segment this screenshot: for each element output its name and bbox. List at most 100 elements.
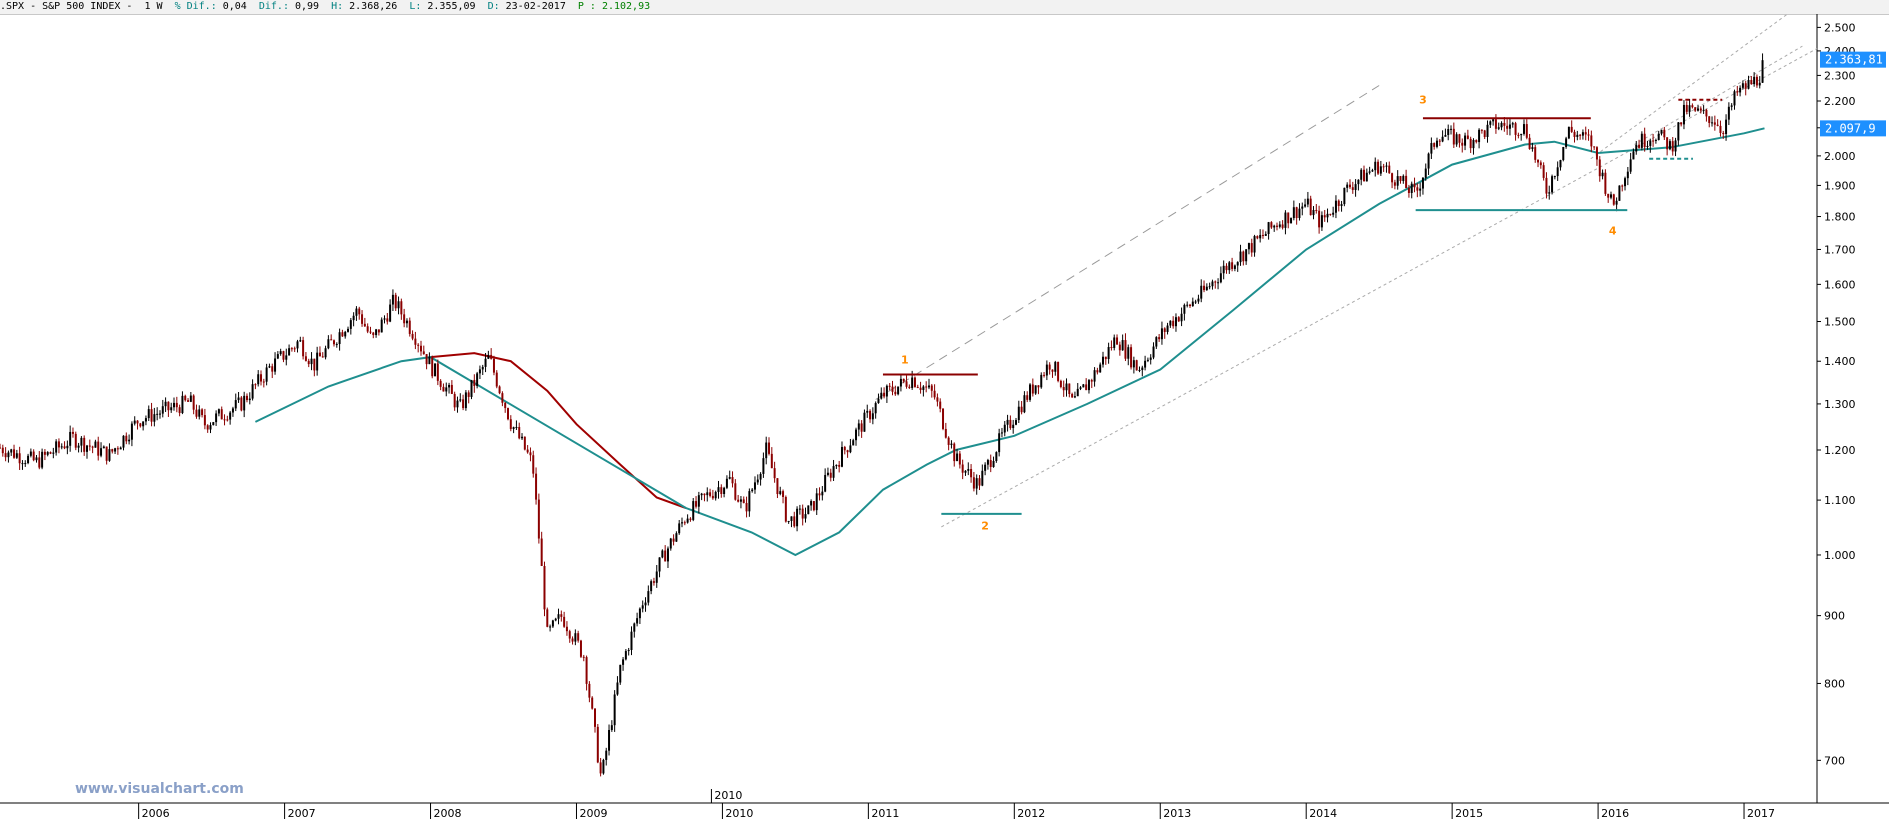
candle-body [125, 435, 128, 442]
x-tick-label: 2011 [871, 807, 899, 820]
candle-body [911, 377, 914, 388]
candle-body [942, 408, 945, 429]
candle-body [405, 320, 408, 324]
candle-body [725, 478, 728, 488]
candle-body [1374, 161, 1377, 171]
candle-body [1368, 171, 1371, 173]
candle-body [1607, 193, 1610, 198]
candle-body [445, 387, 448, 392]
candle-body [1458, 134, 1461, 143]
candle-body [178, 407, 181, 414]
candle-body [375, 329, 378, 336]
candle-body [838, 464, 841, 467]
candle-body [1284, 212, 1287, 228]
candle-body [1298, 208, 1301, 219]
candle-body [1124, 340, 1127, 359]
candle-body [29, 451, 32, 456]
candle-body [627, 649, 630, 652]
candle-body [1057, 361, 1060, 381]
candle-body [1320, 215, 1323, 228]
candle-body [518, 426, 521, 439]
candle-body [394, 294, 397, 309]
candle-body [1287, 212, 1290, 224]
candle-body [504, 402, 507, 409]
candle-body [1242, 251, 1245, 262]
candle-body [1292, 207, 1295, 219]
candle-body [1615, 200, 1618, 205]
candle-body [276, 354, 279, 359]
candle-body [933, 390, 936, 398]
candle-body [565, 626, 568, 632]
price-tag-box [1820, 120, 1886, 137]
candle-body [540, 538, 543, 567]
y-tick-label: 2.500 [1824, 21, 1856, 34]
candle-body [731, 477, 734, 484]
candle-body [981, 470, 984, 486]
candle-body [206, 425, 209, 430]
candle-body [1037, 385, 1040, 388]
candle-body [1559, 160, 1562, 168]
candle-body [521, 436, 524, 439]
candle-body [927, 385, 930, 388]
candle-body [192, 395, 195, 410]
candle-body [265, 367, 268, 382]
candle-body [1405, 175, 1408, 188]
candle-body [989, 460, 992, 467]
candle-body [630, 631, 633, 650]
candle-body [439, 380, 442, 387]
candle-body [1186, 304, 1189, 306]
candle-body [577, 633, 580, 641]
candle-body [523, 436, 526, 450]
candle-body [610, 725, 613, 730]
candle-body [158, 413, 161, 415]
candle-body [883, 392, 886, 397]
watermark: www.visualchart.com [75, 781, 244, 797]
candle-body [714, 491, 717, 499]
candle-body [335, 344, 338, 346]
candle-body [63, 446, 66, 449]
candle-body [1301, 206, 1304, 209]
candle-body [686, 518, 689, 523]
candle-body [459, 399, 462, 401]
candle-body [602, 759, 605, 774]
candle-body [1360, 169, 1363, 180]
candle-body [664, 550, 667, 562]
trendline-2 [941, 48, 1818, 528]
candle-body [203, 415, 206, 426]
candle-body [1264, 234, 1267, 236]
candle-body [209, 425, 212, 430]
candle-body [1130, 347, 1133, 368]
candle-body [198, 409, 201, 417]
candle-body [1116, 337, 1119, 345]
candle-body [739, 499, 742, 502]
trendline-3 [1590, 13, 1789, 160]
candle-body [874, 403, 877, 414]
candle-body [863, 412, 866, 432]
x-tick-label: 2017 [1747, 807, 1775, 820]
candle-body [1194, 301, 1197, 303]
candle-body [1755, 76, 1758, 86]
candle-body [1029, 384, 1032, 400]
candle-body [105, 446, 108, 461]
candle-body [167, 401, 170, 411]
candle-body [953, 443, 956, 462]
candle-body [1478, 129, 1481, 143]
candle-body [175, 402, 178, 408]
candle-body [1590, 135, 1593, 147]
candle-body [1725, 119, 1728, 135]
candle-body [1646, 145, 1649, 148]
candle-body [1649, 140, 1652, 146]
annotation-2: 2 [981, 520, 989, 533]
candle-body [60, 446, 63, 448]
candle-body [487, 354, 490, 359]
candle-body [1624, 178, 1627, 187]
candle-body [947, 437, 950, 445]
candle-body [170, 407, 173, 411]
candle-body [495, 372, 498, 387]
candle-body [1705, 109, 1708, 117]
candle-body [1189, 304, 1192, 307]
candle-body [647, 591, 650, 603]
candle-body [464, 392, 467, 409]
candle-body [363, 323, 366, 327]
